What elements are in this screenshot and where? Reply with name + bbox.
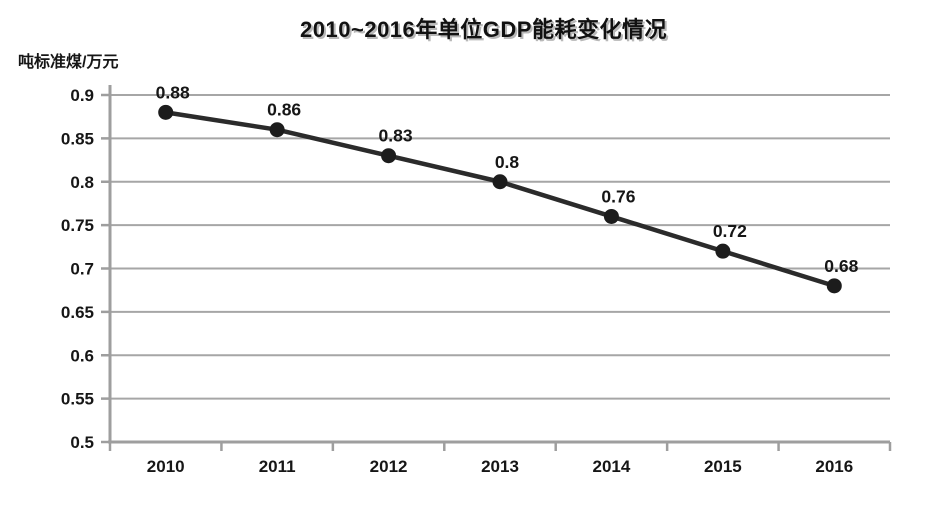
y-tick-label: 0.6 xyxy=(70,346,94,365)
data-point-marker xyxy=(269,122,285,138)
data-point-marker xyxy=(492,174,508,190)
chart-title: 2010~2016年单位GDP能耗变化情况 xyxy=(300,17,667,42)
x-tick-label: 2010 xyxy=(147,457,185,476)
x-tick-label: 2014 xyxy=(593,457,631,476)
series-group: 0.88 0.86 0.83 0.8 0.76 0.72 0.68 xyxy=(156,82,859,294)
data-point-marker xyxy=(381,148,397,164)
data-point-label: 0.88 xyxy=(156,82,190,102)
y-tick-label: 0.85 xyxy=(61,129,94,148)
y-axis-unit-label: 吨标准煤/万元 xyxy=(18,54,119,71)
data-point-label: 0.83 xyxy=(379,126,413,146)
y-tick-label: 0.8 xyxy=(70,173,94,192)
y-tick-label: 0.75 xyxy=(61,216,94,235)
x-tick-label: 2015 xyxy=(704,457,742,476)
data-point-marker xyxy=(826,278,842,294)
y-tick-label: 0.7 xyxy=(70,260,94,279)
data-point-label: 0.68 xyxy=(824,256,858,276)
x-tick-label: 2011 xyxy=(259,457,296,476)
y-tick-label: 0.5 xyxy=(70,433,94,452)
gridlines-group xyxy=(110,94,890,400)
data-point-marker xyxy=(603,208,619,224)
axis-labels-group: 0.5 0.55 0.6 0.65 0.7 0.75 0.8 0.85 0.9 2010 2011 2… xyxy=(61,86,853,476)
data-point-label: 0.76 xyxy=(601,186,635,206)
data-point-marker xyxy=(158,104,174,120)
y-tick-label: 0.9 xyxy=(70,86,94,105)
data-point-marker xyxy=(715,243,731,259)
y-tick-label: 0.65 xyxy=(61,303,94,322)
data-point-label: 0.8 xyxy=(495,152,520,172)
x-tick-label: 2012 xyxy=(370,457,408,476)
x-tick-label: 2016 xyxy=(815,457,853,476)
data-point-label: 0.86 xyxy=(267,100,301,120)
data-point-label: 0.72 xyxy=(713,221,747,241)
x-tick-label: 2013 xyxy=(481,457,519,476)
y-tick-label: 0.55 xyxy=(61,390,94,409)
tick-marks-group xyxy=(101,93,892,451)
axes-group xyxy=(108,85,890,444)
